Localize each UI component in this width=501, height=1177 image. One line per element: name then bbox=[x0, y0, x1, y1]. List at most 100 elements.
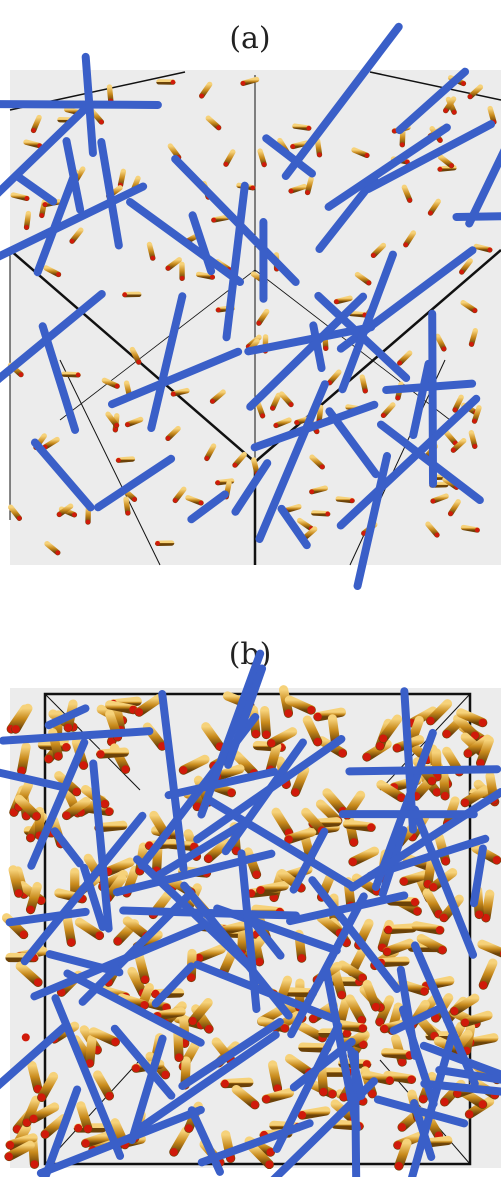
capsule-tip bbox=[363, 388, 368, 393]
capsule-tip bbox=[155, 541, 160, 546]
capsule-tip bbox=[67, 938, 75, 946]
capsule-tip bbox=[99, 120, 104, 125]
capsule-tip bbox=[189, 1017, 197, 1025]
capsule-tip bbox=[30, 1160, 38, 1168]
capsule-tip bbox=[122, 292, 127, 297]
capsule-tip bbox=[479, 981, 487, 989]
capsule-tip bbox=[400, 877, 408, 885]
capsule-tip bbox=[290, 144, 295, 149]
capsule-tip bbox=[358, 1016, 366, 1024]
capsule-tip bbox=[80, 761, 88, 769]
capsule-tip bbox=[250, 185, 255, 190]
capsule-tip bbox=[372, 1003, 380, 1011]
capsule-tip bbox=[56, 272, 61, 277]
capsule-tip bbox=[449, 163, 454, 168]
capsule-tip bbox=[179, 766, 187, 774]
capsule-tip bbox=[105, 807, 113, 815]
capsule-tip bbox=[359, 1024, 367, 1032]
capsule-tip bbox=[393, 744, 401, 752]
capsule-tip bbox=[381, 413, 386, 418]
capsule-tip bbox=[438, 946, 446, 954]
capsule-tip bbox=[469, 342, 474, 347]
capsule-tip bbox=[420, 987, 428, 995]
capsule-tip bbox=[289, 402, 294, 407]
capsule-tip bbox=[204, 855, 212, 863]
capsule-tip bbox=[6, 1141, 14, 1149]
capsule-tip bbox=[397, 361, 402, 366]
capsule-tip bbox=[199, 94, 204, 99]
capsule-tip bbox=[132, 497, 137, 502]
capsule-tip bbox=[114, 937, 122, 945]
capsule-tip bbox=[166, 436, 171, 441]
capsule-tip bbox=[86, 520, 91, 525]
capsule-tip bbox=[386, 1076, 394, 1084]
capsule-tip bbox=[350, 498, 355, 503]
capsule-tip bbox=[111, 1038, 119, 1046]
capsule-tip bbox=[262, 731, 270, 739]
capsule-tip bbox=[441, 1098, 449, 1106]
capsule-tip bbox=[115, 384, 120, 389]
capsule-tip bbox=[74, 1124, 82, 1132]
capsule-tip bbox=[39, 213, 44, 218]
capsule-tip bbox=[384, 926, 392, 934]
capsule-tip bbox=[325, 512, 330, 517]
page: (a) (b) (() => { const data = JSON.parse… bbox=[0, 0, 501, 1177]
capsule-tip bbox=[363, 753, 371, 761]
capsule-tip bbox=[101, 800, 109, 808]
capsule-tip bbox=[17, 516, 22, 521]
capsule-tip bbox=[367, 823, 375, 831]
capsule-tip bbox=[487, 248, 492, 253]
capsule-tip bbox=[317, 152, 322, 157]
capsule-tip bbox=[27, 834, 35, 842]
capsule-tip bbox=[379, 734, 387, 742]
capsule-tip bbox=[38, 1093, 46, 1101]
capsule-tip bbox=[442, 347, 447, 352]
capsule-tip bbox=[398, 1123, 406, 1131]
capsule-tip bbox=[400, 142, 405, 147]
capsule-tip bbox=[216, 125, 221, 130]
capsule-tip bbox=[12, 725, 20, 733]
capsule-tip bbox=[113, 427, 118, 432]
panel-label: (a) bbox=[229, 21, 270, 56]
capsule-tip bbox=[366, 280, 371, 285]
capsule-tip bbox=[435, 533, 440, 538]
capsule-tip bbox=[442, 857, 450, 865]
capsule-tip bbox=[173, 498, 178, 503]
capsule-tip bbox=[365, 153, 370, 158]
capsule-tip bbox=[270, 406, 275, 411]
capsule-tip bbox=[383, 948, 391, 956]
capsule-tip bbox=[411, 898, 419, 906]
capsule-tip bbox=[205, 1025, 213, 1033]
capsule-tip bbox=[262, 1095, 270, 1103]
capsule-tip bbox=[180, 276, 185, 281]
capsule-tip bbox=[211, 218, 216, 223]
capsule-tip bbox=[396, 396, 401, 401]
capsule-tip bbox=[314, 738, 322, 746]
capsule-tip bbox=[438, 138, 443, 143]
capsule-tip bbox=[419, 1095, 427, 1103]
capsule-tip bbox=[328, 1090, 336, 1098]
rod bbox=[456, 216, 501, 217]
capsule-tip bbox=[371, 253, 376, 258]
capsule-tip bbox=[175, 1053, 183, 1061]
capsule-tip bbox=[407, 198, 412, 203]
capsule-tip bbox=[380, 1025, 388, 1033]
capsule-tip bbox=[141, 976, 149, 984]
capsule-tip bbox=[72, 512, 77, 517]
capsule-tip bbox=[459, 270, 464, 275]
capsule-tip bbox=[136, 360, 141, 365]
capsule-tip bbox=[170, 1148, 178, 1156]
capsule-tip bbox=[116, 458, 121, 463]
capsule-tip bbox=[443, 108, 448, 113]
capsule-tip bbox=[305, 190, 310, 195]
capsule-tip bbox=[438, 167, 443, 172]
capsule-tip bbox=[122, 765, 130, 773]
capsule-tip bbox=[461, 1018, 469, 1026]
capsule-tip bbox=[413, 907, 421, 915]
capsule-tip bbox=[291, 788, 299, 796]
capsule-tip bbox=[55, 550, 60, 555]
capsule-tip bbox=[464, 749, 472, 757]
capsule-tip bbox=[262, 162, 267, 167]
capsule-tip bbox=[257, 321, 262, 326]
capsule-tip bbox=[433, 788, 441, 796]
